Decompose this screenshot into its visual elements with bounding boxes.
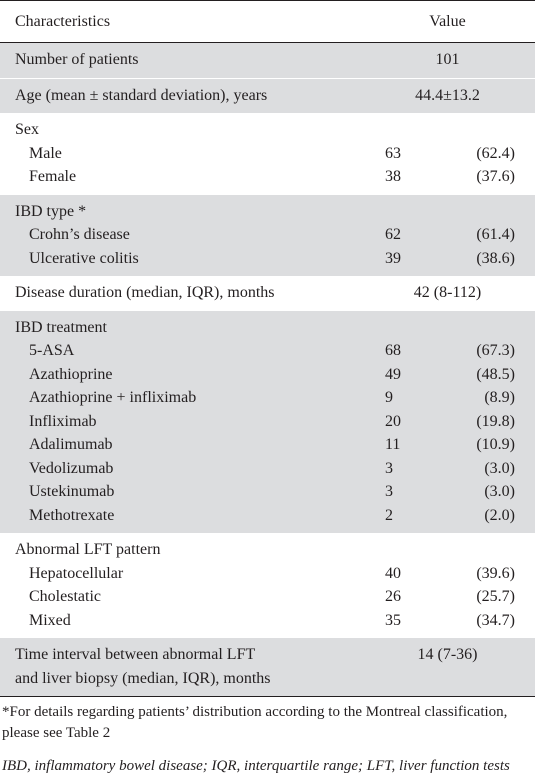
- row-sex-heading: Sex: [0, 113, 535, 142]
- row-value: 14 (7-36): [360, 638, 535, 697]
- row-treatment-adalimumab: Adalimumab 11 (10.9): [0, 433, 535, 457]
- row-percent: (39.6): [476, 564, 515, 582]
- row-label: Mixed: [29, 611, 71, 629]
- row-label: Ustekinumab: [0, 480, 360, 504]
- row-label: Sex: [15, 121, 39, 138]
- characteristics-table: Characteristics Value Number of patients…: [0, 0, 535, 697]
- row-disease-duration: Disease duration (median, IQR), months 4…: [0, 276, 535, 311]
- row-label: Male: [29, 144, 62, 162]
- row-percent: (61.4): [420, 223, 535, 247]
- row-treatment-vedolizumab: Vedolizumab 3 (3.0): [0, 456, 535, 480]
- row-sex-female: Female 38 (37.6): [0, 165, 535, 195]
- table-header-row: Characteristics Value: [0, 0, 535, 43]
- row-label: Time interval between abnormal LFT and l…: [0, 638, 360, 697]
- row-percent: (3.0): [420, 480, 535, 504]
- footnote-montreal: *For details regarding patients’ distrib…: [2, 704, 508, 741]
- row-value: 44.4±13.2: [360, 77, 535, 113]
- row-label: Adalimumab: [0, 433, 360, 457]
- row-treatment-ustekinumab: Ustekinumab 3 (3.0): [0, 480, 535, 504]
- row-time-interval: Time interval between abnormal LFT and l…: [0, 638, 535, 697]
- row-label: IBD treatment: [0, 310, 535, 339]
- row-percent: (8.9): [420, 386, 535, 410]
- row-label: Cholestatic: [29, 588, 101, 605]
- row-ibd-crohns: Crohn’s disease 62 (61.4): [0, 223, 535, 247]
- row-label: Infliximab: [0, 409, 360, 433]
- row-treatment-infliximab: Infliximab 20 (19.8): [0, 409, 535, 433]
- row-age: Age (mean ± standard deviation), years 4…: [0, 77, 535, 113]
- row-count: 26: [385, 588, 401, 605]
- row-count: 68: [360, 339, 420, 363]
- row-label: Azathioprine: [0, 362, 360, 386]
- row-percent: (38.6): [420, 246, 535, 276]
- row-treatment-aza-ifx: Azathioprine + infliximab 9 (8.9): [0, 386, 535, 410]
- row-count: 62: [360, 223, 420, 247]
- row-lft-hepatocellular: Hepatocellular 40 (39.6): [0, 562, 535, 586]
- row-count: 20: [360, 409, 420, 433]
- row-label: Female: [29, 168, 77, 185]
- row-label: Vedolizumab: [0, 456, 360, 480]
- row-percent: (48.5): [420, 362, 535, 386]
- header-characteristics: Characteristics: [15, 12, 111, 30]
- row-label-line1: Time interval between abnormal LFT: [15, 646, 256, 663]
- row-count: 35: [385, 611, 401, 629]
- row-count: 38: [385, 168, 401, 185]
- row-percent: (25.7): [476, 588, 515, 605]
- row-label: Number of patients: [0, 42, 360, 78]
- row-percent: (34.7): [476, 611, 515, 629]
- row-count: 3: [360, 480, 420, 504]
- row-label: Abnormal LFT pattern: [15, 541, 161, 558]
- row-label: Methotrexate: [0, 503, 360, 533]
- row-label: 5-ASA: [0, 339, 360, 363]
- row-sex-male: Male 63 (62.4): [0, 142, 535, 166]
- row-percent: (3.0): [420, 456, 535, 480]
- row-count: 63: [385, 144, 401, 162]
- row-label: Azathioprine + infliximab: [0, 386, 360, 410]
- row-treatment-methotrexate: Methotrexate 2 (2.0): [0, 503, 535, 533]
- row-label: Age (mean ± standard deviation), years: [0, 77, 360, 113]
- row-treatment-5asa: 5-ASA 68 (67.3): [0, 339, 535, 363]
- footnote-abbreviations: IBD, inflammatory bowel disease; IQR, in…: [2, 758, 510, 774]
- row-label: IBD type *: [0, 194, 535, 223]
- row-count: 39: [360, 246, 420, 276]
- row-value: 42 (8-112): [413, 284, 482, 301]
- row-percent: (67.3): [420, 339, 535, 363]
- row-lft-mixed: Mixed 35 (34.7): [0, 609, 535, 639]
- row-label: Hepatocellular: [29, 564, 124, 582]
- row-label: Crohn’s disease: [0, 223, 360, 247]
- row-count: 49: [360, 362, 420, 386]
- row-treatment-heading: IBD treatment: [0, 310, 535, 339]
- row-percent: (10.9): [420, 433, 535, 457]
- row-label-line2: and liver biopsy (median, IQR), months: [15, 669, 271, 687]
- row-ibd-uc: Ulcerative colitis 39 (38.6): [0, 246, 535, 276]
- row-count: 9: [360, 386, 420, 410]
- header-value: Value: [429, 12, 466, 30]
- row-percent: (37.6): [476, 168, 515, 185]
- row-percent: (2.0): [420, 503, 535, 533]
- row-count: 2: [360, 503, 420, 533]
- row-label: Ulcerative colitis: [0, 246, 360, 276]
- row-percent: (19.8): [420, 409, 535, 433]
- row-lft-heading: Abnormal LFT pattern: [0, 533, 535, 562]
- row-count: 40: [385, 564, 401, 582]
- row-lft-cholestatic: Cholestatic 26 (25.7): [0, 585, 535, 609]
- row-value: 101: [360, 42, 535, 78]
- row-count: 11: [360, 433, 420, 457]
- row-count: 3: [360, 456, 420, 480]
- row-number-of-patients: Number of patients 101: [0, 42, 535, 78]
- row-ibd-type-heading: IBD type *: [0, 194, 535, 223]
- row-treatment-azathioprine: Azathioprine 49 (48.5): [0, 362, 535, 386]
- row-percent: (62.4): [476, 144, 515, 162]
- row-label: Disease duration (median, IQR), months: [15, 284, 275, 301]
